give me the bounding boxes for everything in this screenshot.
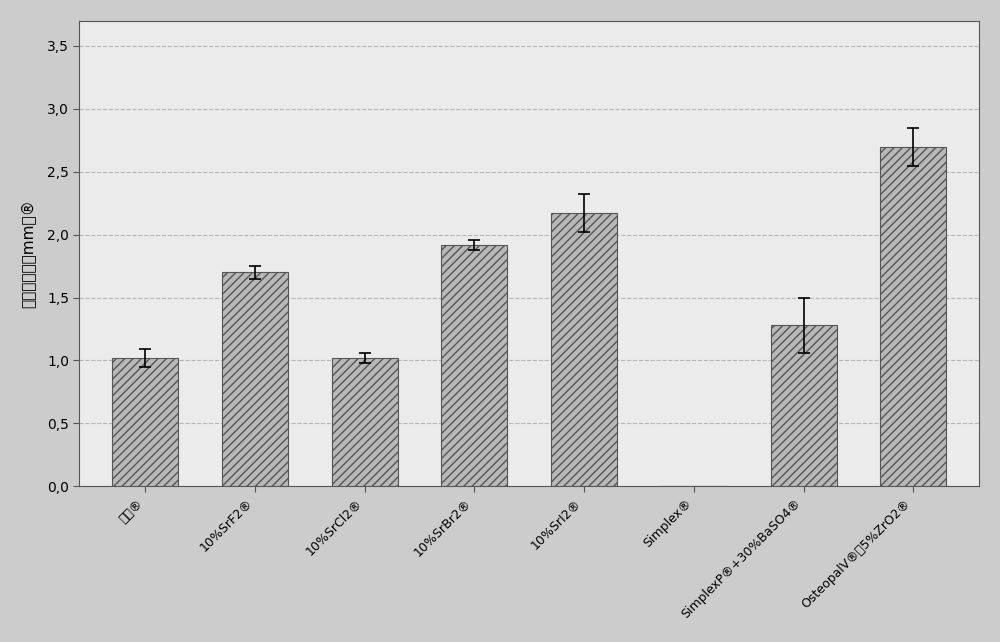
Y-axis label: 射线不透性（mm）®: 射线不透性（mm）® <box>21 199 36 308</box>
Bar <box>771 325 837 486</box>
Bar <box>112 358 178 486</box>
Bar <box>332 358 398 486</box>
Bar <box>880 146 946 486</box>
Bar <box>222 272 288 486</box>
Bar <box>551 213 617 486</box>
Bar <box>441 245 507 486</box>
